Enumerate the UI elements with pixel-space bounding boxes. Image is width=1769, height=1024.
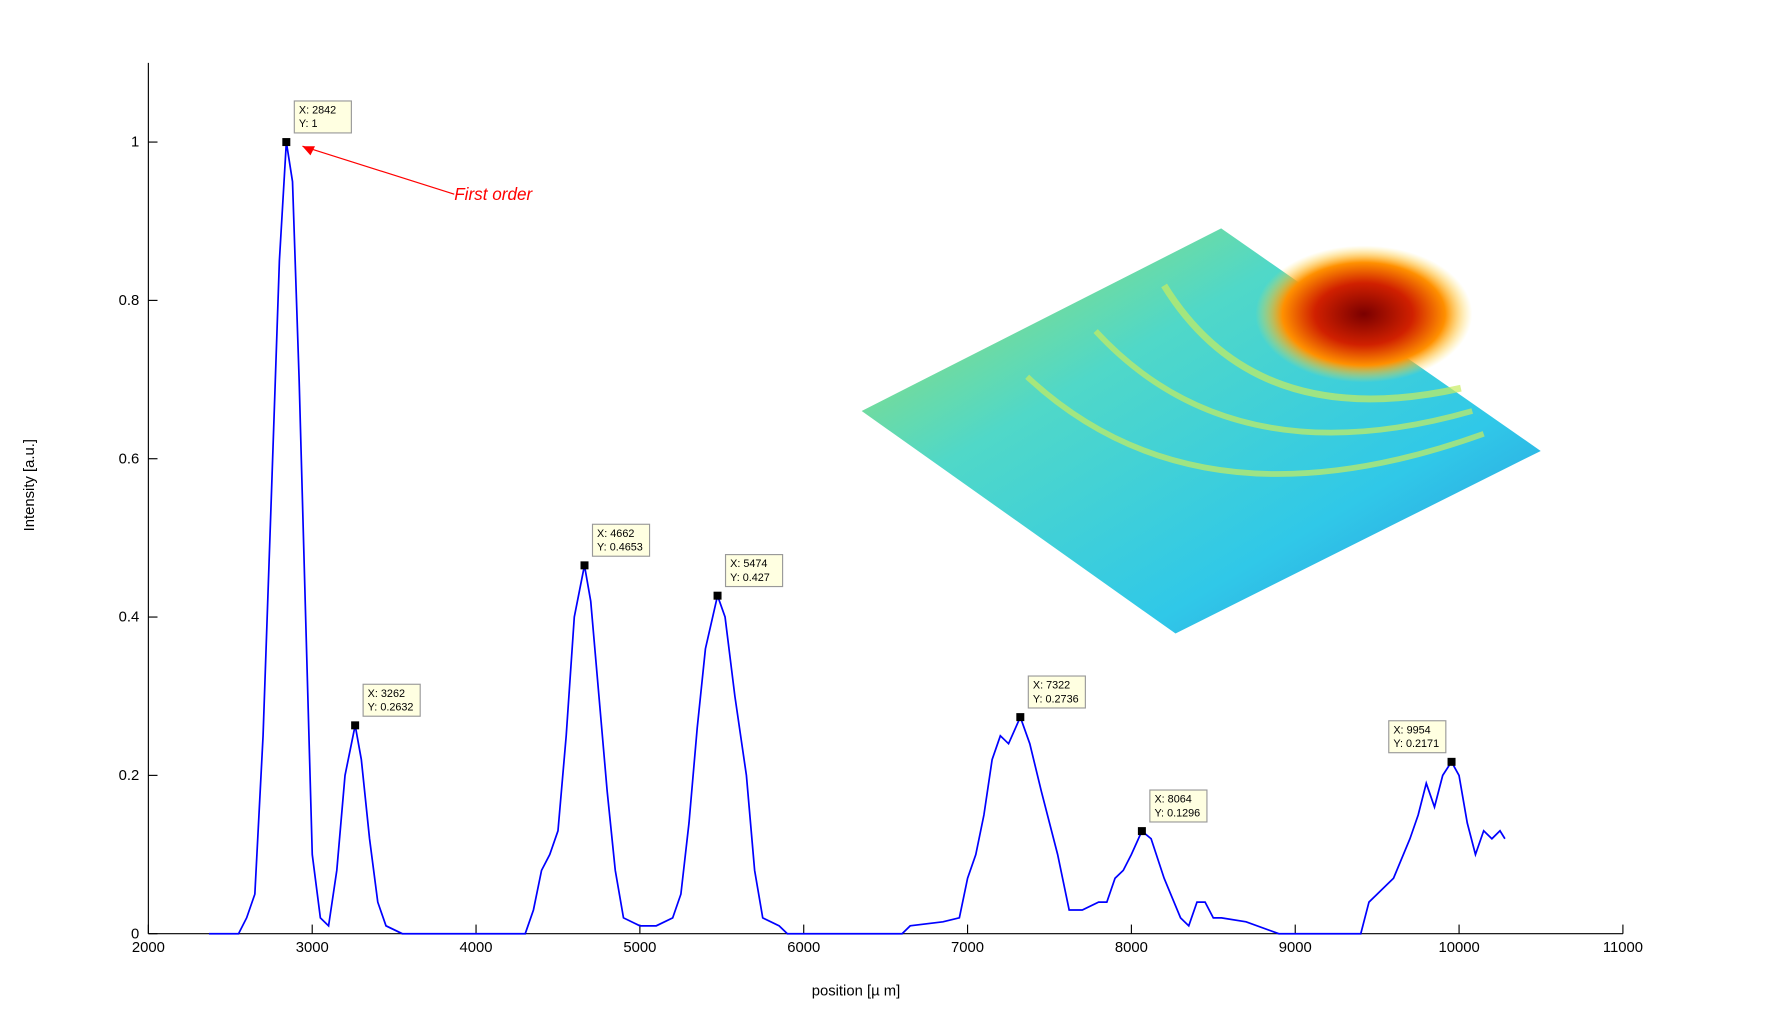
datatip-y: Y: 0.427 — [730, 572, 770, 584]
datatip-marker — [580, 561, 589, 570]
datatip: X: 3262 Y: 0.2632 — [351, 683, 421, 730]
surface-inset — [861, 228, 1541, 634]
datatip-marker — [1447, 757, 1456, 766]
datatip-box — [724, 554, 784, 588]
x-tick-label: 3000 — [296, 940, 329, 956]
datatip-box — [293, 100, 352, 134]
datatip-box — [1388, 720, 1447, 754]
datatip-y: Y: 1 — [299, 118, 318, 130]
datatip-y: Y: 0.2736 — [1033, 693, 1079, 705]
x-tick-label: 7000 — [951, 940, 984, 956]
datatip-box — [362, 683, 421, 717]
datatip-marker — [351, 721, 360, 730]
x-tick-label: 2000 — [132, 940, 165, 956]
datatip: X: 9954 Y: 0.2171 — [1388, 720, 1456, 766]
x-tick-label: 11000 — [1603, 940, 1643, 956]
datatip-box — [1149, 789, 1208, 823]
datatip-marker — [282, 138, 291, 147]
datatip-x: X: 3262 — [368, 688, 405, 700]
datatip-y: Y: 0.4653 — [597, 542, 643, 554]
datatip-box — [1027, 675, 1086, 709]
datatip-x: X: 9954 — [1393, 724, 1430, 736]
datatip-x: X: 5474 — [730, 558, 767, 570]
x-tick-label: 8000 — [1115, 940, 1148, 956]
datatip: X: 4662 Y: 0.4653 — [580, 523, 651, 570]
x-tick-label: 6000 — [787, 940, 820, 956]
x-tick-label: 5000 — [623, 940, 656, 956]
datatip-marker — [1137, 827, 1146, 836]
y-tick-label: 0.2 — [119, 768, 140, 784]
datatip-x: X: 2842 — [299, 105, 336, 117]
datatip-x: X: 8064 — [1154, 794, 1191, 806]
data-line — [208, 141, 1506, 935]
y-tick-label: 0.6 — [119, 451, 140, 467]
datatip: X: 5474 Y: 0.427 — [713, 554, 784, 600]
datatip-box — [591, 523, 651, 557]
datatip-x: X: 7322 — [1033, 680, 1070, 692]
datatip-marker — [713, 591, 722, 600]
annotation: First order — [454, 185, 533, 204]
arrow-head — [302, 146, 315, 156]
x-tick-label: 9000 — [1279, 940, 1312, 956]
datatip-y: Y: 0.2632 — [368, 702, 414, 714]
x-axis-label: position [µ m] — [812, 983, 900, 999]
x-tick-label: 10000 — [1438, 940, 1479, 956]
datatip-marker — [1016, 713, 1025, 722]
x-tick-label: 4000 — [460, 940, 493, 956]
annotation-arrow — [302, 145, 455, 195]
y-axis-label: Intensity [a.u.] — [22, 439, 38, 531]
y-tick-label: 0.4 — [119, 610, 140, 626]
datatip-y: Y: 0.1296 — [1154, 807, 1200, 819]
datatip-x: X: 4662 — [597, 528, 634, 540]
y-tick-label: 0.8 — [119, 293, 140, 309]
y-tick-label: 0 — [131, 926, 139, 942]
datatip-y: Y: 0.2171 — [1393, 738, 1439, 750]
y-tick-label: 1 — [131, 135, 139, 151]
